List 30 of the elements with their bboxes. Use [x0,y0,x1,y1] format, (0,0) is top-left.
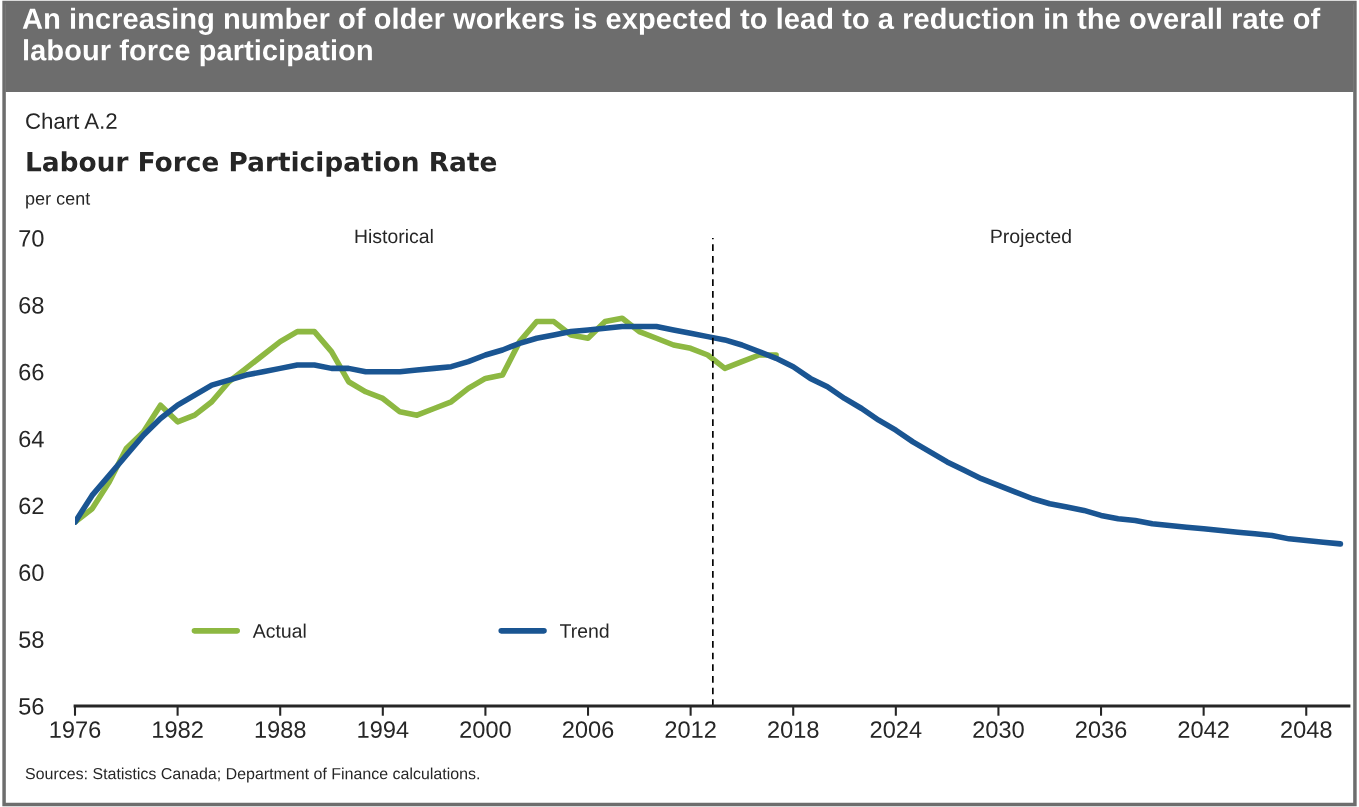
x-tick-label: 2024 [870,721,922,738]
annotation: Projected [991,228,1071,248]
y-axis-title: per cent [26,193,91,209]
y-tick-label: 68 [19,296,44,314]
y-tick-label: 56 [19,698,44,715]
y-tick-label: 70 [19,230,44,247]
x-tick-label: 2036 [1075,721,1127,738]
x-tick-label: 1976 [50,721,101,738]
y-tick-label: 62 [19,497,44,515]
chart-title: An increasing number of older workers is expected to lead to a reduction in the overall rate of labour force participation [22,7,1321,67]
x-tick-label: 2012 [665,721,716,738]
x-tick-label: 1988 [255,721,306,738]
x-tick-label: 2006 [562,721,614,738]
y-tick-label: 60 [19,564,44,582]
chart-subtitle: Labour Force Participation Rate [27,151,497,177]
x-tick-label: 2018 [768,721,819,738]
legend-label: Actual [252,623,306,638]
source-note: Sources: Statistics Canada; Department of Finance calculations. [25,767,479,783]
y-tick-label: 66 [19,363,44,381]
legend-label: Trend [560,623,609,638]
y-tick-label: 64 [19,430,44,448]
x-tick-label: 2042 [1178,721,1229,738]
text: Chart A.2 [26,112,117,129]
x-tick-label: 2048 [1281,721,1332,738]
x-tick-label: 2000 [460,721,511,738]
y-tick-label: 58 [19,631,44,648]
annotation: Historical [355,228,433,244]
x-tick-label: 2030 [973,721,1024,738]
x-tick-label: 1982 [153,721,203,738]
x-tick-label: 1994 [358,721,409,738]
